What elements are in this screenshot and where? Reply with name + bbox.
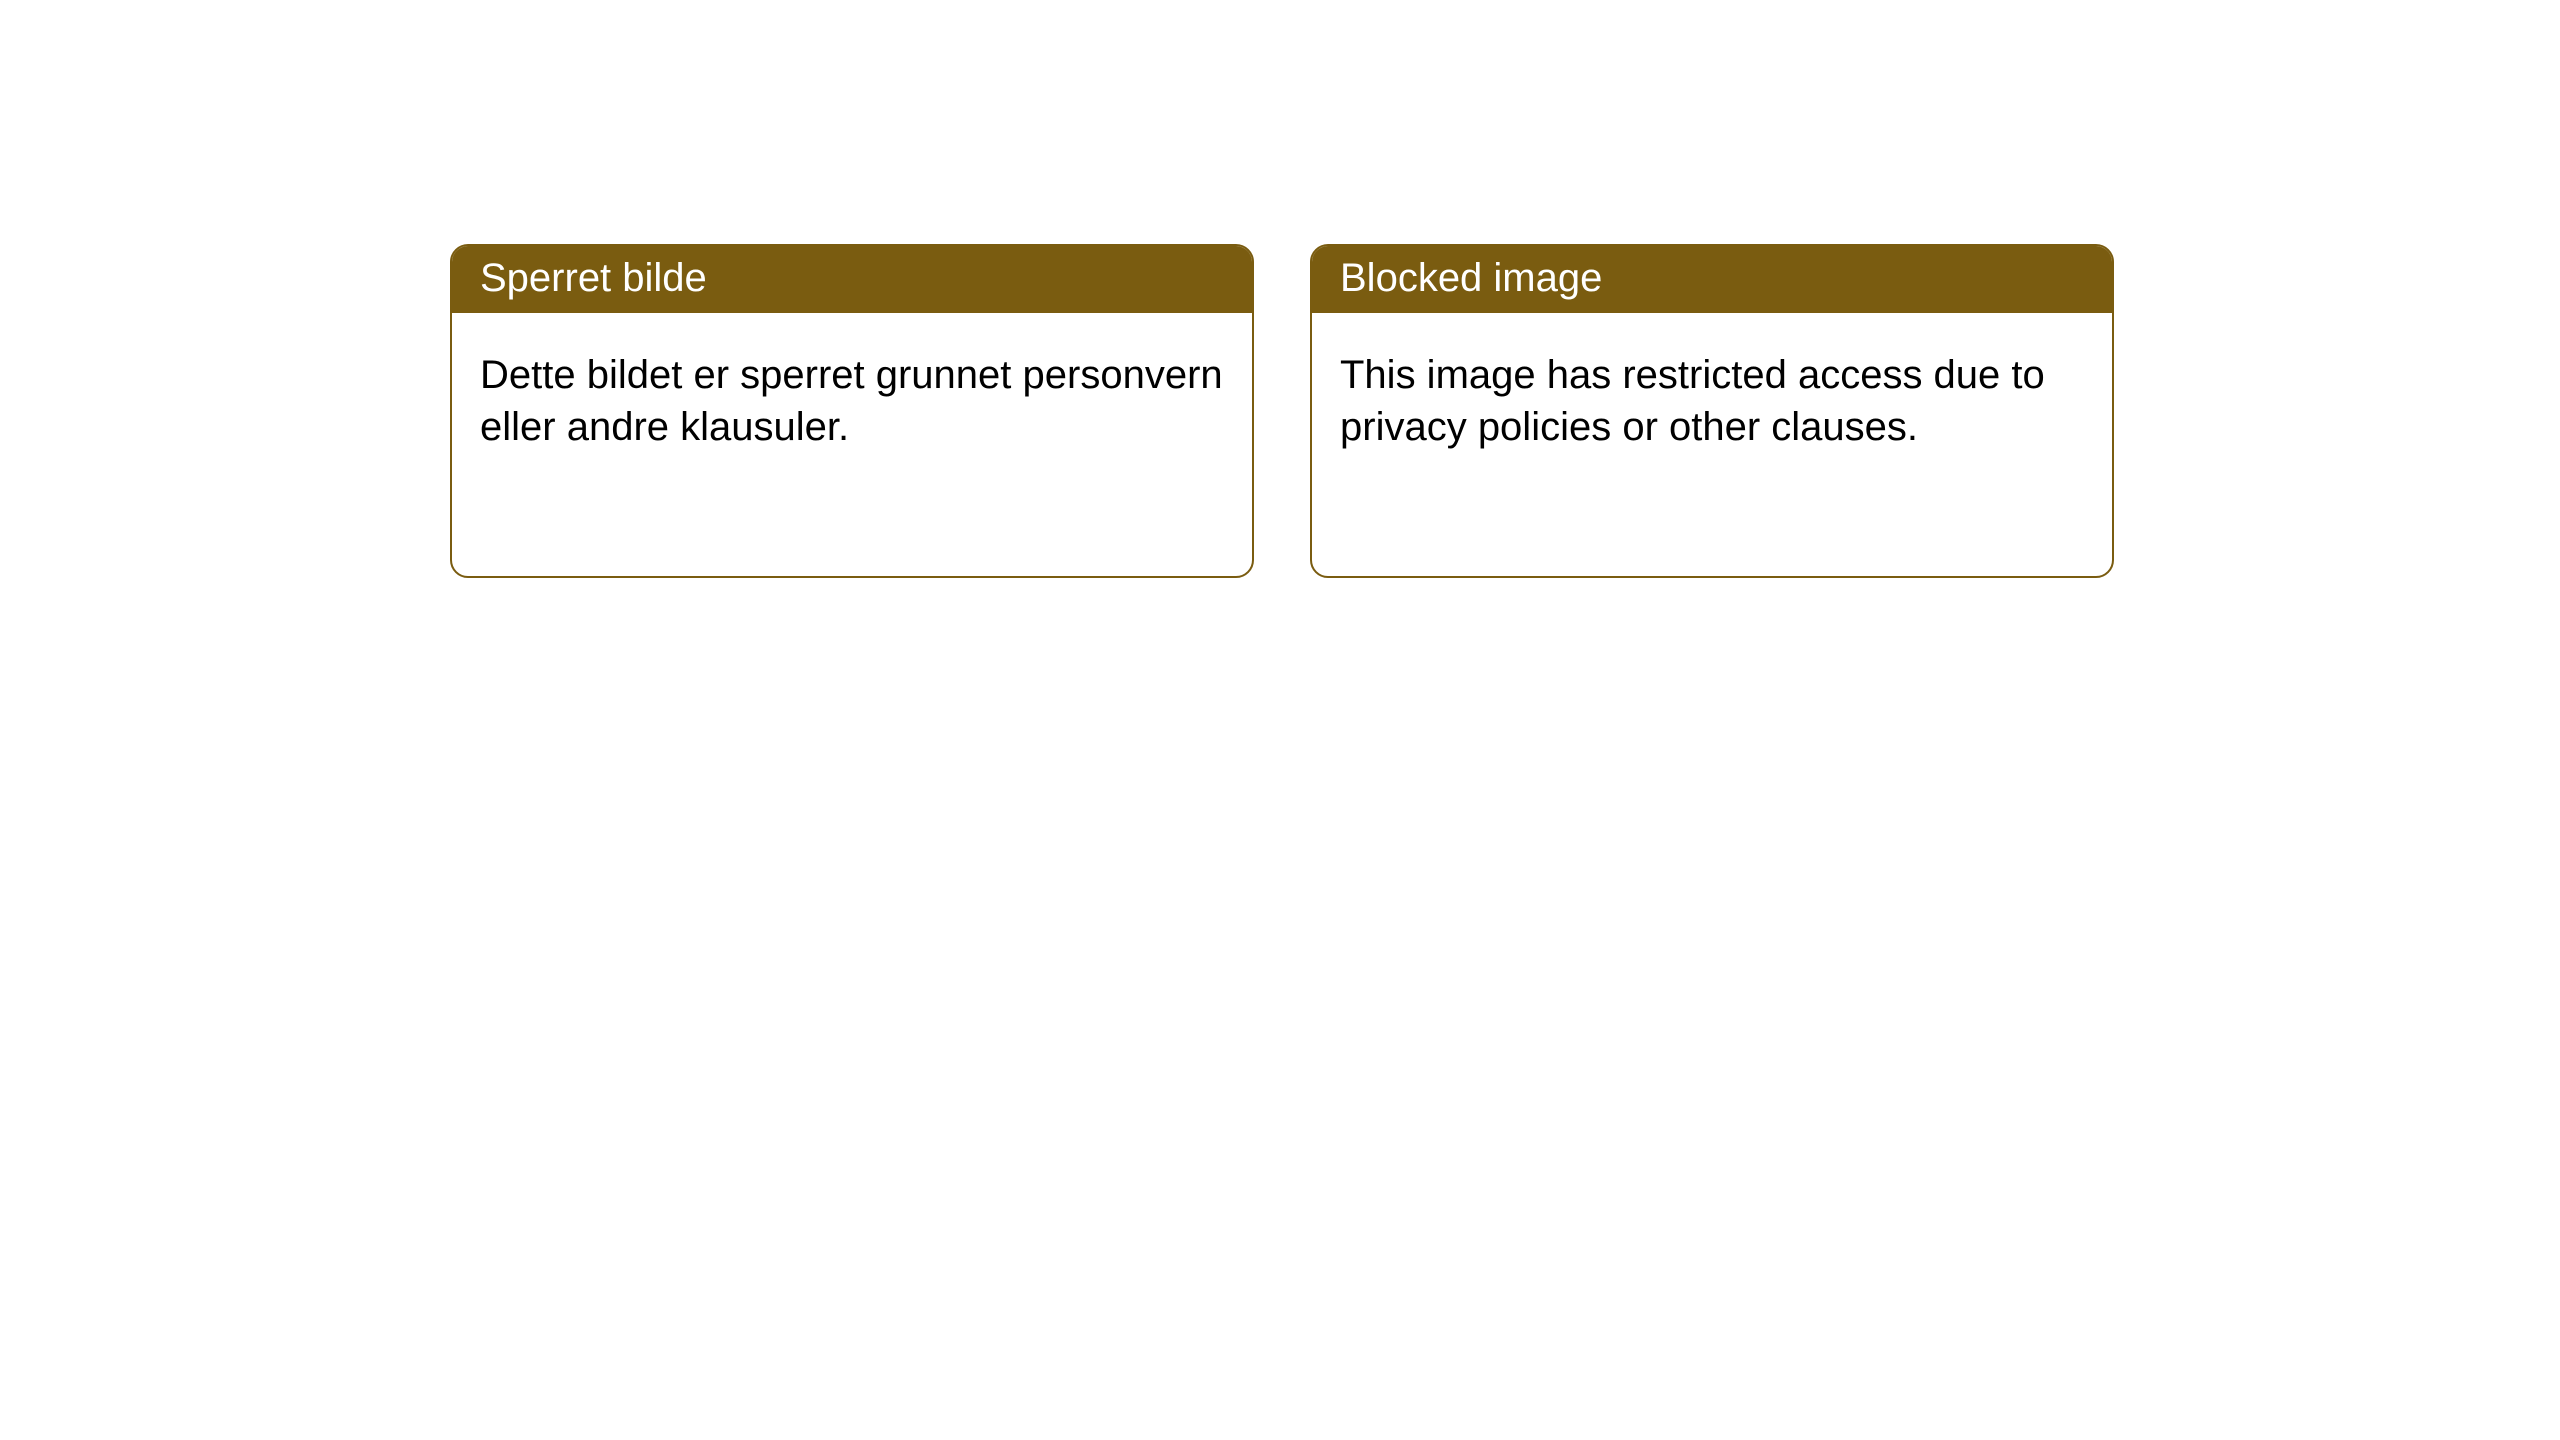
card-body-text: This image has restricted access due to … (1340, 353, 2045, 449)
card-body: Dette bildet er sperret grunnet personve… (452, 313, 1252, 489)
card-title: Blocked image (1340, 256, 1602, 300)
card-body: This image has restricted access due to … (1312, 313, 2112, 489)
blocked-image-notice-container: Sperret bilde Dette bildet er sperret gr… (0, 0, 2560, 578)
card-title: Sperret bilde (480, 256, 707, 300)
card-body-text: Dette bildet er sperret grunnet personve… (480, 353, 1223, 449)
blocked-image-card-en: Blocked image This image has restricted … (1310, 244, 2114, 578)
card-header: Sperret bilde (452, 246, 1252, 313)
blocked-image-card-no: Sperret bilde Dette bildet er sperret gr… (450, 244, 1254, 578)
card-header: Blocked image (1312, 246, 2112, 313)
